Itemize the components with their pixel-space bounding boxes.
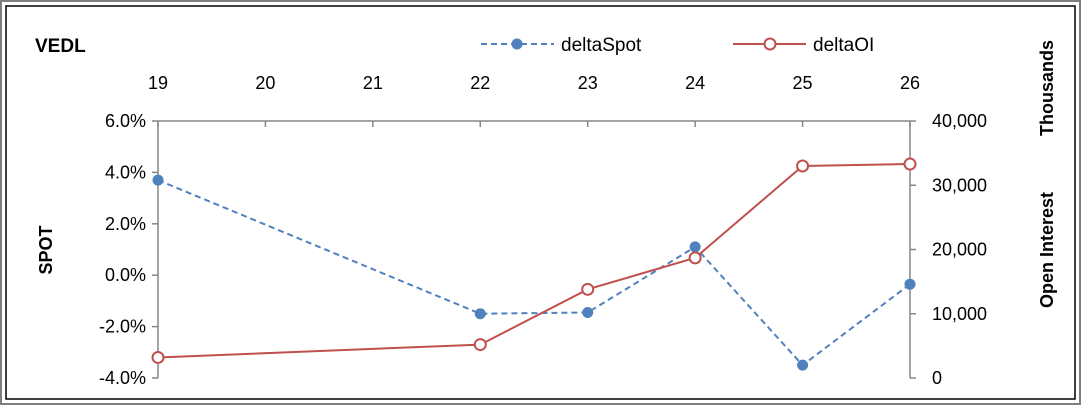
y-left-tick-label: -4.0%: [99, 368, 146, 388]
y-left-tick-label: 2.0%: [105, 214, 146, 234]
series-line-deltaSpot: [157, 179, 911, 367]
legend-label-deltaSpot: deltaSpot: [561, 35, 642, 56]
data-point-deltaSpot: [797, 359, 809, 371]
data-point-deltaSpot: [152, 174, 164, 186]
y-right-tick-label: 10,000: [932, 304, 987, 324]
x-tick-label: 26: [900, 73, 920, 93]
y-right-tick-label: 40,000: [932, 111, 987, 131]
x-tick-label: 23: [578, 73, 598, 93]
legend-marker-deltaSpot: [511, 38, 523, 50]
data-point-deltaOI: [151, 350, 165, 364]
y-axis-label-left: SPOT: [36, 225, 56, 274]
data-point-deltaSpot: [904, 278, 916, 290]
x-tick-label: 24: [685, 73, 705, 93]
legend-marker-deltaOI: [763, 37, 777, 51]
data-point-deltaOI: [581, 282, 595, 296]
series-line-deltaOI: [157, 163, 911, 359]
chart-inner-border: [5, 5, 1076, 400]
y-right-tick-label: 0: [932, 368, 942, 388]
data-point-deltaOI: [796, 159, 810, 173]
y-left-tick-label: 6.0%: [105, 111, 146, 131]
y-axis-label-right: Open Interest: [1037, 192, 1057, 308]
y-right-tick-label: 30,000: [932, 175, 987, 195]
data-point-deltaSpot: [474, 308, 486, 320]
x-tick-label: 25: [793, 73, 813, 93]
data-point-deltaSpot: [582, 306, 594, 318]
y-left-tick-label: 0.0%: [105, 265, 146, 285]
legend-label-deltaOI: deltaOI: [813, 35, 874, 56]
data-point-deltaSpot: [689, 241, 701, 253]
ticks: 19 20 21 22 23 24 25 26 -4.0% -2.0% 0.0% 2.0% 4.0% 6.…: [99, 73, 987, 388]
legend: deltaSpot deltaOI: [481, 35, 874, 56]
y-right-tick-label: 20,000: [932, 240, 987, 260]
series-layer: [151, 157, 917, 371]
data-point-deltaOI: [903, 157, 917, 171]
data-point-deltaOI: [473, 338, 487, 352]
x-tick-label: 20: [255, 73, 275, 93]
x-tick-label: 21: [363, 73, 383, 93]
x-tick-label: 19: [148, 73, 168, 93]
y-axis-units-right: Thousands: [1037, 40, 1057, 136]
chart-title: VEDL: [35, 36, 86, 57]
y-left-tick-label: -2.0%: [99, 317, 146, 337]
y-left-tick-label: 4.0%: [105, 162, 146, 182]
data-point-deltaOI: [688, 251, 702, 265]
x-tick-label: 22: [470, 73, 490, 93]
